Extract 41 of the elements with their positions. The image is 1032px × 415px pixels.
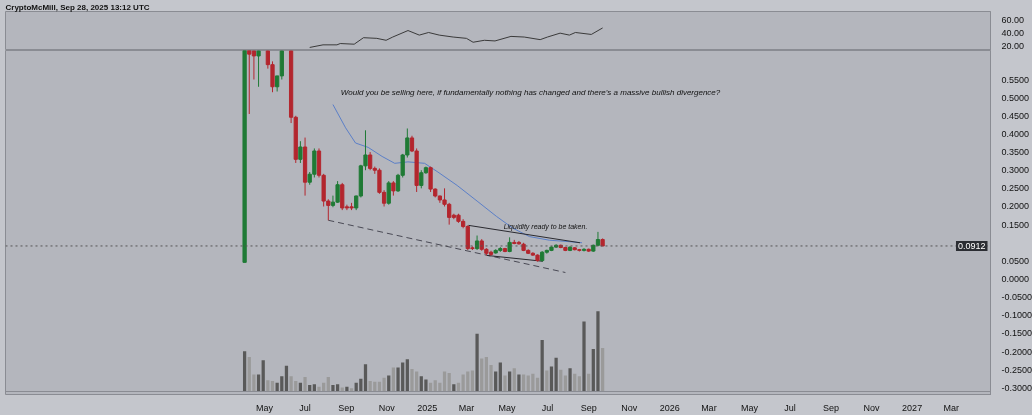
y-tick-label: -0.1000 xyxy=(1001,310,1032,321)
y-tick-label: 20.00 xyxy=(1001,41,1025,52)
x-tick-label: Nov xyxy=(863,402,881,413)
x-tick-label: May xyxy=(740,402,759,413)
chart-title: CryptoMcMill, Sep 28, 2025 13:12 UTC xyxy=(5,2,150,12)
y-tick-label: -0.3000 xyxy=(1001,382,1032,393)
y-tick-label: 0.4500 xyxy=(1001,110,1030,121)
y-tick-label: 0.0500 xyxy=(1001,255,1030,266)
y-tick-label: 60.00 xyxy=(1001,15,1025,26)
y-tick-label: -0.2500 xyxy=(1001,364,1032,375)
x-tick-label: 2026 xyxy=(659,402,680,413)
x-tick-label: Mar xyxy=(701,402,717,413)
x-tick-label: Mar xyxy=(458,402,475,413)
y-tick-label: -0.0500 xyxy=(1001,292,1032,303)
y-tick-label: 0.3500 xyxy=(1001,147,1030,158)
y-tick-label: 0.1500 xyxy=(1001,219,1030,230)
x-tick-label: 2027 xyxy=(902,402,923,413)
x-tick-label: May xyxy=(498,402,516,413)
y-tick-label: 40.00 xyxy=(1001,28,1025,39)
y-tick-label: 0.3000 xyxy=(1001,165,1030,176)
x-tick-label: May xyxy=(256,402,274,413)
x-tick-label: Jul xyxy=(784,402,796,413)
x-tick-label: Sep xyxy=(580,402,597,413)
x-tick-label: Jul xyxy=(299,402,311,413)
y-tick-label: -0.1500 xyxy=(1001,328,1032,339)
y-tick-label: -0.2000 xyxy=(1001,346,1032,357)
ref-line-label: 0.0912 xyxy=(957,240,986,251)
x-tick-label: Nov xyxy=(621,402,638,413)
annotation: Would you be selling here, if fundamentally nothing has changed and there's a massive bullish divergence? xyxy=(340,88,721,97)
x-tick-label: Sep xyxy=(823,402,840,413)
y-tick-label: 0.5000 xyxy=(1001,92,1030,103)
y-tick-label: 0.2500 xyxy=(1001,183,1030,194)
y-tick-label: 0.2000 xyxy=(1001,201,1030,212)
x-tick-label: Mar xyxy=(943,402,960,413)
y-tick-label: 0.5500 xyxy=(1001,74,1030,85)
x-tick-label: Jul xyxy=(541,402,554,413)
x-tick-label: Nov xyxy=(378,402,396,413)
y-tick-label: 0.0000 xyxy=(1001,274,1030,285)
x-tick-label: 2025 xyxy=(417,402,438,413)
y-tick-label: 0.4000 xyxy=(1001,128,1030,139)
x-tick-label: Sep xyxy=(338,402,355,413)
